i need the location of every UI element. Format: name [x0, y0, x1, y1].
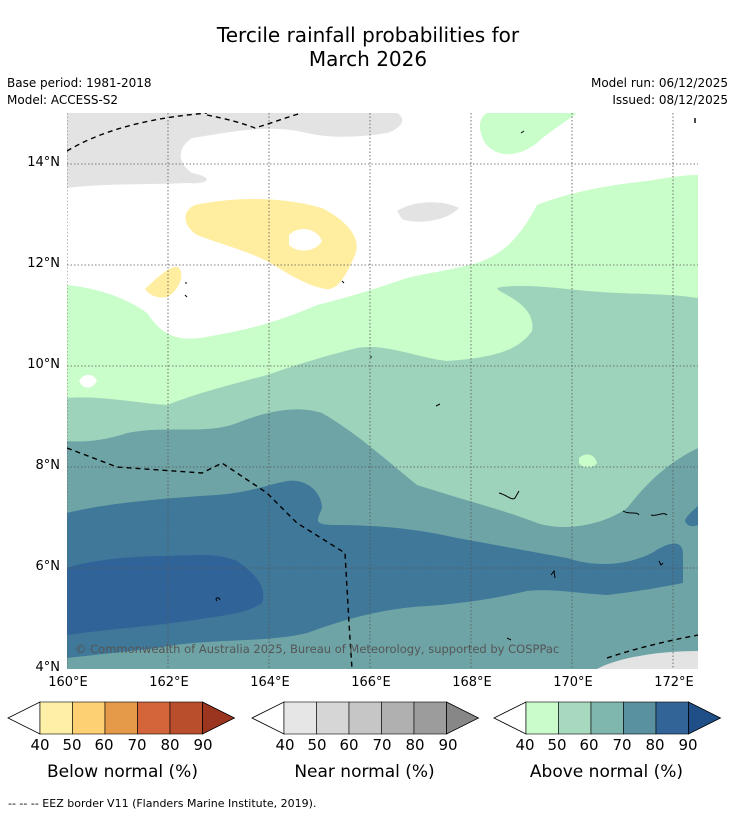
above-colorbar-segment-70	[623, 701, 657, 735]
base-period: Base period: 1981-2018	[7, 76, 152, 90]
above-40-region-top	[479, 113, 577, 155]
model-name: Model: ACCESS-S2	[7, 93, 119, 107]
lat-label-6: 6°N	[35, 559, 61, 574]
lat-label-14: 14°N	[27, 155, 60, 170]
above-70-patch-right	[685, 506, 698, 527]
above-colorbar-over-triangle	[688, 701, 722, 735]
below-colorbar-segment-70	[137, 701, 171, 735]
above-tick-70: 70	[612, 736, 632, 754]
eez-legend-note: -- -- -- EEZ border V11 (Flanders Marine…	[8, 797, 317, 810]
near-colorbar-under-triangle	[251, 701, 285, 735]
graticule	[67, 113, 698, 669]
near-tick-90: 90	[438, 736, 458, 754]
near-normal-title: Near normal (%)	[294, 762, 435, 782]
above-tick-90: 90	[678, 736, 698, 754]
below-tick-80: 80	[160, 736, 180, 754]
above-colorbar-segment-50	[558, 701, 592, 735]
above-tick-80: 80	[645, 736, 665, 754]
near-40-region-mid	[397, 202, 459, 222]
below-tick-40: 40	[30, 736, 50, 754]
lon-label-170: 170°E	[553, 675, 593, 690]
copyright-notice: © Commonwealth of Australia 2025, Bureau…	[75, 642, 559, 656]
map-title-line2: March 2026	[308, 47, 428, 71]
colorbar-legend	[7, 701, 722, 735]
above-80-region	[67, 555, 264, 635]
white-patch	[79, 374, 97, 388]
below-colorbar-segment-60	[104, 701, 138, 735]
model-run: Model run: 06/12/2025	[590, 76, 728, 90]
lon-label-172: 172°E	[654, 675, 694, 690]
above-colorbar-under-triangle	[493, 701, 527, 735]
lon-label-166: 166°E	[351, 675, 391, 690]
below-colorbar-under-triangle	[7, 701, 41, 735]
below-colorbar-segment-50	[72, 701, 106, 735]
lon-label-164: 164°E	[250, 675, 290, 690]
near-colorbar-segment-60	[348, 701, 382, 735]
issued-date: Issued: 08/12/2025	[612, 93, 728, 107]
below-colorbar-segment-40	[39, 701, 73, 735]
near-tick-60: 60	[339, 736, 359, 754]
eez-border	[67, 113, 698, 669]
lon-label-162: 162°E	[149, 675, 189, 690]
near-colorbar-segment-40	[283, 701, 317, 735]
near-colorbar-over-triangle	[446, 701, 480, 735]
below-tick-90: 90	[193, 736, 213, 754]
above-colorbar-segment-80	[655, 701, 689, 735]
above-normal-title: Above normal (%)	[529, 762, 684, 782]
near-tick-50: 50	[307, 736, 327, 754]
above-tick-50: 50	[547, 736, 567, 754]
near-tick-70: 70	[372, 736, 392, 754]
above-tick-60: 60	[579, 736, 599, 754]
above-40-patch	[579, 454, 597, 468]
lon-label-160: 160°E	[48, 675, 88, 690]
lat-label-12: 12°N	[27, 256, 60, 271]
near-colorbar-segment-70	[381, 701, 415, 735]
above-colorbar-segment-40	[525, 701, 559, 735]
below-40-region	[185, 199, 357, 290]
near-tick-40: 40	[275, 736, 295, 754]
near-colorbar-segment-80	[413, 701, 447, 735]
near-colorbar-segment-50	[316, 701, 350, 735]
lat-label-4: 4°N	[35, 660, 61, 675]
below-colorbar-segment-80	[169, 701, 203, 735]
near-tick-80: 80	[405, 736, 425, 754]
lat-label-8: 8°N	[35, 458, 61, 473]
probability-map: © Commonwealth of Australia 2025, Bureau…	[67, 113, 698, 669]
above-tick-40: 40	[515, 736, 535, 754]
below-tick-70: 70	[127, 736, 147, 754]
near-40-region-top	[67, 113, 403, 188]
lat-label-10: 10°N	[27, 357, 60, 372]
below-40-patch	[145, 267, 182, 298]
below-colorbar-over-triangle	[202, 701, 236, 735]
lon-label-168: 168°E	[452, 675, 492, 690]
above-colorbar-segment-60	[590, 701, 624, 735]
below-tick-60: 60	[94, 736, 114, 754]
below-tick-50: 50	[62, 736, 82, 754]
below-normal-title: Below normal (%)	[47, 762, 198, 782]
map-title-line1: Tercile rainfall probabilities for	[216, 23, 520, 47]
island-specks	[184, 130, 668, 641]
